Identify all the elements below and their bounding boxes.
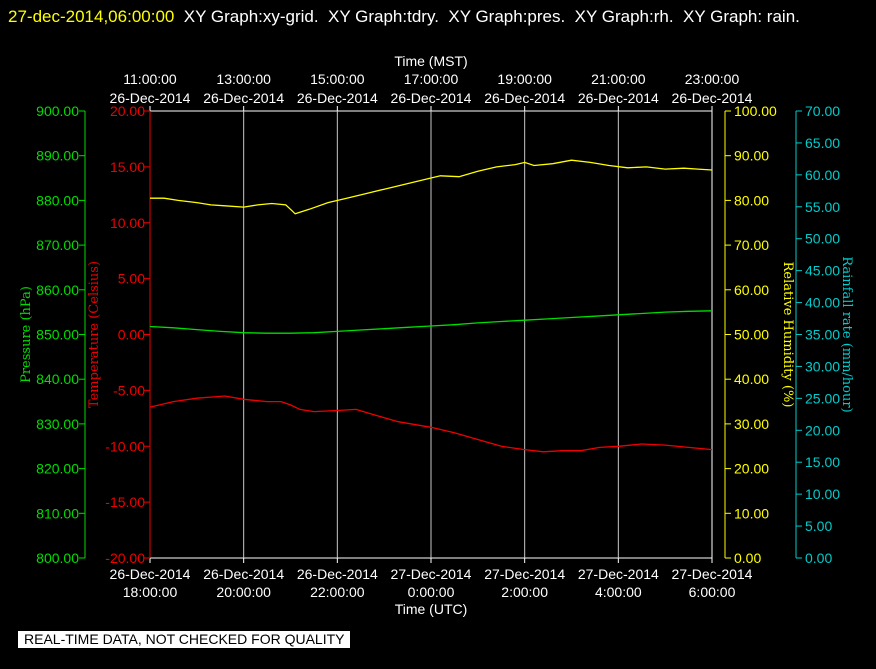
pressure-series-line <box>149 310 713 334</box>
rain-tick-label: 30.00 <box>805 358 840 374</box>
temperature-tick-label: 0.00 <box>118 327 145 343</box>
temperature-tick-label: -10.00 <box>105 438 145 454</box>
chart-header: 27-dec-2014,06:00:00 XY Graph:xy-grid. X… <box>8 2 868 31</box>
temperature-tick-label: 20.00 <box>110 103 145 119</box>
humidity-tick-label: 40.00 <box>734 371 769 387</box>
top-tick-date: 26-Dec-2014 <box>484 90 565 106</box>
rain-tick-label: 0.00 <box>805 550 832 566</box>
top-tick-time: 13:00:00 <box>216 71 271 87</box>
temperature-tick-label: -5.00 <box>113 382 145 398</box>
pressure-tick-label: 810.00 <box>36 505 79 521</box>
top-tick-date: 26-Dec-2014 <box>578 90 659 106</box>
humidity-tick-label: 0.00 <box>734 550 761 566</box>
bottom-tick-date: 27-Dec-2014 <box>672 566 753 582</box>
bottom-tick-date: 26-Dec-2014 <box>297 566 378 582</box>
top-tick-time: 11:00:00 <box>123 71 177 87</box>
rain-tick-label: 5.00 <box>805 518 832 534</box>
quality-notice: REAL-TIME DATA, NOT CHECKED FOR QUALITY <box>18 631 351 648</box>
x-top-title: Time (MST) <box>394 53 467 69</box>
bottom-tick-date: 26-Dec-2014 <box>203 566 284 582</box>
pressure-tick-label: 880.00 <box>36 192 79 208</box>
pressure-tick-label: 870.00 <box>36 237 79 253</box>
header-timestamp: 27-dec-2014,06:00:00 <box>8 7 175 26</box>
bottom-tick-date: 27-Dec-2014 <box>391 566 472 582</box>
top-tick-date: 26-Dec-2014 <box>391 90 472 106</box>
top-tick-time: 23:00:00 <box>685 71 740 87</box>
bottom-tick-date: 27-Dec-2014 <box>484 566 565 582</box>
bottom-tick-time: 4:00:00 <box>595 584 642 600</box>
top-tick-date: 26-Dec-2014 <box>672 90 753 106</box>
bottom-tick-time: 18:00:00 <box>123 584 178 600</box>
temperature-series-line <box>149 395 713 453</box>
pressure-tick-label: 800.00 <box>36 550 79 566</box>
x-bottom-title: Time (UTC) <box>395 601 468 617</box>
pressure-tick-label: 850.00 <box>36 327 79 343</box>
rain-tick-label: 60.00 <box>805 167 840 183</box>
top-tick-date: 26-Dec-2014 <box>203 90 284 106</box>
temperature-tick-label: -15.00 <box>105 494 145 510</box>
rain-tick-label: 20.00 <box>805 422 840 438</box>
rain-tick-label: 55.00 <box>805 199 840 215</box>
bottom-tick-time: 6:00:00 <box>689 584 736 600</box>
humidity-tick-label: 70.00 <box>734 237 769 253</box>
rain-tick-label: 35.00 <box>805 327 840 343</box>
bottom-tick-date: 26-Dec-2014 <box>110 566 191 582</box>
pressure-tick-label: 840.00 <box>36 371 79 387</box>
header-graph-list: XY Graph:xy-grid. XY Graph:tdry. XY Grap… <box>174 7 800 26</box>
humidity-axis-title: Relative Humidity (%) <box>780 262 795 408</box>
humidity-tick-label: 80.00 <box>734 192 769 208</box>
rain-tick-label: 50.00 <box>805 231 840 247</box>
top-tick-time: 19:00:00 <box>497 71 552 87</box>
pressure-tick-label: 860.00 <box>36 282 79 298</box>
rain-tick-label: 25.00 <box>805 390 840 406</box>
temperature-tick-label: 10.00 <box>110 215 145 231</box>
humidity-tick-label: 60.00 <box>734 282 769 298</box>
bottom-tick-time: 0:00:00 <box>408 584 455 600</box>
humidity-tick-label: 20.00 <box>734 461 769 477</box>
pressure-tick-label: 830.00 <box>36 416 79 432</box>
rain-axis-title: Rainfall rate (mm/hour) <box>839 256 854 412</box>
top-tick-time: 17:00:00 <box>404 71 459 87</box>
temperature-tick-label: 15.00 <box>110 159 145 175</box>
humidity-tick-label: 10.00 <box>734 505 769 521</box>
humidity-tick-label: 30.00 <box>734 416 769 432</box>
rain-tick-label: 40.00 <box>805 295 840 311</box>
bottom-tick-time: 2:00:00 <box>501 584 548 600</box>
temperature-tick-label: 5.00 <box>118 271 145 287</box>
pressure-tick-label: 820.00 <box>36 461 79 477</box>
top-tick-date: 26-Dec-2014 <box>110 90 191 106</box>
temperature-axis-title: Temperature (Celsius) <box>87 261 102 408</box>
humidity-tick-label: 50.00 <box>734 327 769 343</box>
pressure-axis-title: Pressure (hPa) <box>19 286 34 383</box>
top-tick-date: 26-Dec-2014 <box>297 90 378 106</box>
top-tick-time: 15:00:00 <box>310 71 365 87</box>
rain-tick-label: 65.00 <box>805 135 840 151</box>
rain-tick-label: 45.00 <box>805 263 840 279</box>
bottom-tick-date: 27-Dec-2014 <box>578 566 659 582</box>
pressure-tick-label: 900.00 <box>36 103 79 119</box>
rain-tick-label: 10.00 <box>805 486 840 502</box>
temperature-tick-label: -20.00 <box>105 550 145 566</box>
rain-tick-label: 15.00 <box>805 454 840 470</box>
humidity-tick-label: 90.00 <box>734 148 769 164</box>
pressure-tick-label: 890.00 <box>36 148 79 164</box>
humidity-series-line <box>150 159 713 215</box>
rain-tick-label: 70.00 <box>805 103 840 119</box>
top-tick-time: 21:00:00 <box>591 71 646 87</box>
humidity-tick-label: 100.00 <box>734 103 777 119</box>
bottom-tick-time: 20:00:00 <box>216 584 271 600</box>
bottom-tick-time: 22:00:00 <box>310 584 365 600</box>
